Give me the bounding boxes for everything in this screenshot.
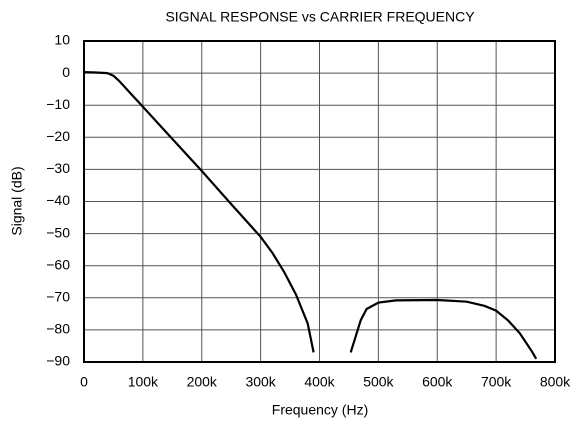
x-tick-label: 600k <box>422 374 453 390</box>
y-tick-label: 0 <box>62 64 70 80</box>
chart-title: SIGNAL RESPONSE vs CARRIER FREQUENCY <box>165 9 475 25</box>
x-tick-label: 200k <box>187 374 218 390</box>
y-tick-label: −70 <box>46 289 70 305</box>
y-tick-label: −80 <box>46 321 70 337</box>
plot-frame <box>83 40 556 363</box>
x-tick-label: 300k <box>245 374 276 390</box>
y-tick-label: −10 <box>46 96 70 112</box>
x-tick-label: 500k <box>363 374 394 390</box>
x-tick-label: 400k <box>304 374 335 390</box>
line <box>83 71 538 360</box>
x-tick-label: 100k <box>128 374 159 390</box>
y-axis-label: Signal (dB) <box>9 166 25 235</box>
y-tick-label: −40 <box>46 192 70 208</box>
y-tick-label: 10 <box>54 32 70 48</box>
y-tick-label: −20 <box>46 128 70 144</box>
y-tick-label: −50 <box>46 224 70 240</box>
y-tick-label: −30 <box>46 160 70 176</box>
x-tick-label: 800k <box>540 374 571 390</box>
y-tick-label: −90 <box>46 353 70 369</box>
x-tick-label: 700k <box>481 374 512 390</box>
x-tick-label: 0 <box>80 374 88 390</box>
x-axis-label: Frequency (Hz) <box>272 402 368 418</box>
y-tick-label: −60 <box>46 256 70 272</box>
